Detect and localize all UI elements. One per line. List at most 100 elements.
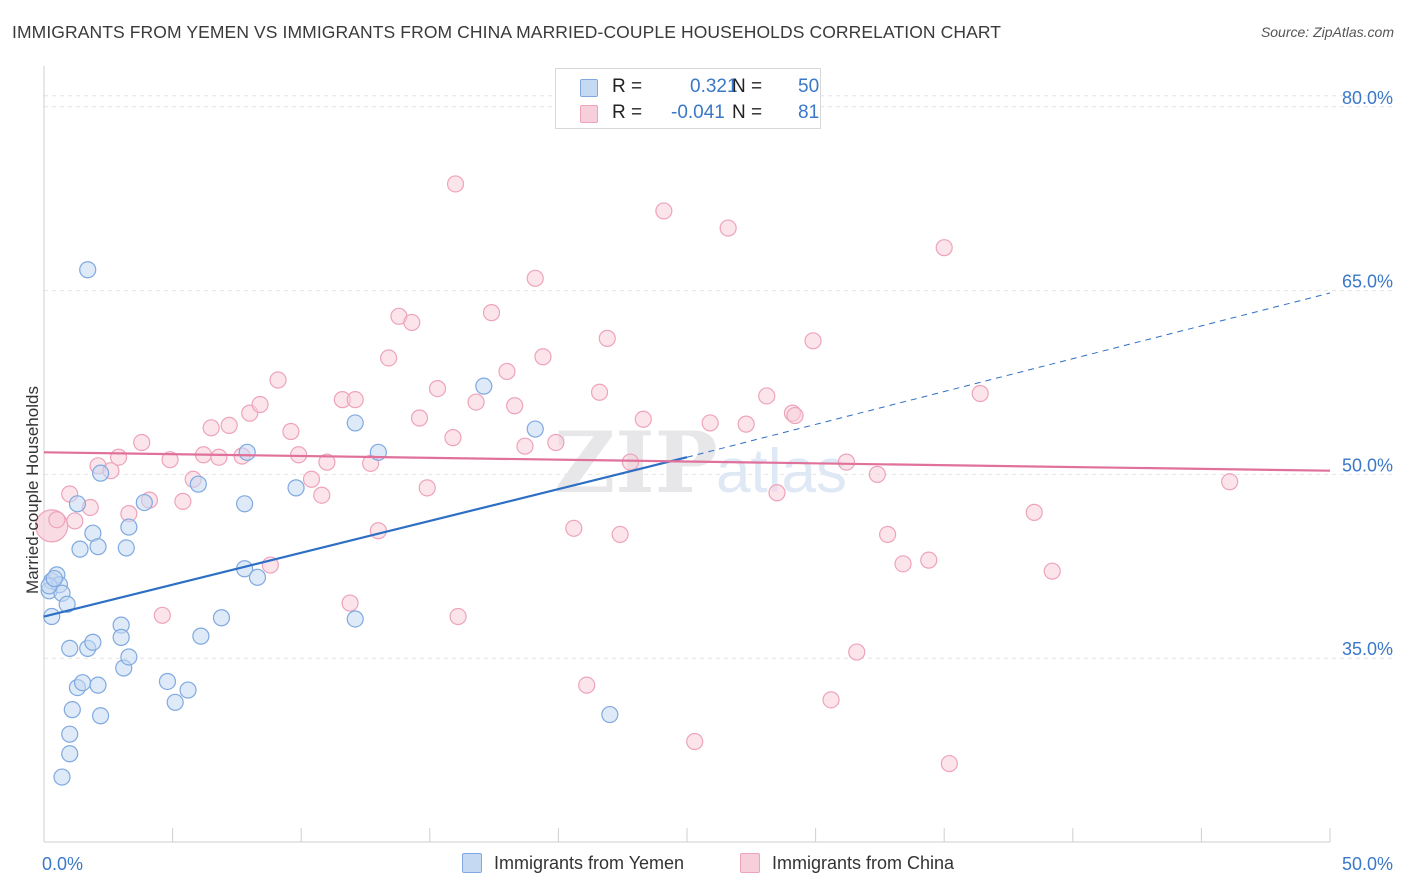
china-point — [686, 732, 704, 751]
china-point — [1025, 503, 1043, 521]
yemen-point — [238, 443, 256, 461]
china-point — [598, 329, 616, 347]
legend-swatch-china — [580, 105, 598, 123]
china-point — [282, 422, 300, 441]
x-tick-label-min: 0.0% — [42, 854, 83, 874]
bottom-legend-label-yemen: Immigrants from Yemen — [494, 853, 685, 873]
yemen-point — [475, 377, 493, 395]
china-point — [290, 446, 308, 464]
yemen-point — [179, 681, 197, 699]
china-point — [444, 429, 462, 447]
china-point — [251, 395, 269, 414]
legend-n-label: N = — [732, 76, 763, 97]
bottom-legend-swatch-yemen — [462, 853, 482, 873]
china-point — [822, 691, 840, 709]
series-china-points — [35, 175, 1239, 773]
china-point — [403, 313, 421, 332]
yemen-point — [526, 420, 544, 438]
yemen-point — [53, 768, 71, 786]
china-point — [634, 410, 652, 428]
y-tick-label: 50.0% — [1342, 455, 1393, 475]
trend-line-china — [43, 451, 1331, 472]
china-point — [565, 519, 583, 537]
yemen-point — [166, 693, 184, 711]
yemen-point — [120, 648, 138, 666]
yemen-point — [63, 701, 81, 719]
yemen-point — [236, 495, 254, 513]
yemen-point — [346, 414, 364, 432]
axes — [43, 66, 1331, 843]
tick-labels: 35.0% 50.0% 65.0% 80.0% 0.0% 50.0% — [42, 88, 1393, 874]
yemen-point — [91, 707, 110, 725]
yemen-point — [71, 540, 89, 558]
chart-title: IMMIGRANTS FROM YEMEN VS IMMIGRANTS FROM… — [12, 22, 1002, 42]
china-point — [768, 484, 786, 502]
china-point — [109, 448, 128, 466]
yemen-point — [58, 595, 76, 613]
yemen-point — [192, 627, 210, 645]
china-point — [498, 362, 516, 381]
china-point — [578, 676, 596, 694]
china-point — [380, 349, 398, 367]
china-point — [482, 304, 501, 322]
y-tick-label: 80.0% — [1342, 88, 1393, 108]
y-tick-label: 35.0% — [1342, 639, 1393, 659]
china-point — [701, 414, 719, 432]
china-point — [313, 486, 331, 504]
china-point — [516, 437, 534, 455]
china-point — [935, 239, 953, 257]
legend-r-value: -0.041 — [671, 102, 725, 123]
china-point — [449, 607, 467, 626]
trend-line-yemen — [43, 456, 688, 618]
yemen-point — [61, 725, 79, 743]
china-point — [369, 522, 387, 540]
china-point — [467, 393, 485, 411]
china-point — [220, 416, 238, 434]
china-point — [534, 348, 552, 366]
china-point — [341, 594, 359, 612]
legend-swatch-yemen — [580, 79, 598, 97]
china-point — [786, 406, 804, 425]
china-point — [804, 332, 822, 350]
china-point — [302, 470, 321, 488]
china-point — [1043, 562, 1061, 580]
china-point — [346, 391, 364, 409]
china-point — [418, 479, 436, 497]
trend-line-yemen-extension — [686, 292, 1331, 458]
yemen-point — [248, 568, 267, 586]
china-point — [920, 551, 938, 569]
bottom-legend-swatch-china — [740, 853, 760, 873]
legend-r-value: 0.321 — [690, 76, 738, 97]
yemen-point — [91, 464, 110, 482]
trend-lines — [43, 292, 1331, 618]
legend-n-value: 81 — [798, 102, 820, 123]
yemen-point — [89, 538, 107, 556]
china-point — [848, 643, 866, 661]
china-point — [611, 525, 629, 544]
china-point — [758, 387, 776, 405]
china-point — [655, 202, 673, 220]
china-point — [868, 465, 886, 483]
china-point — [269, 371, 287, 389]
y-tick-label: 65.0% — [1342, 272, 1393, 292]
yemen-point — [120, 518, 138, 536]
china-point — [590, 383, 609, 401]
china-point — [174, 492, 192, 510]
yemen-point — [189, 475, 207, 493]
y-axis-title: Married-couple Households — [23, 386, 42, 594]
yemen-point — [158, 672, 177, 691]
yemen-point — [68, 495, 87, 513]
x-tick-label-max: 50.0% — [1342, 854, 1393, 874]
correlation-legend: R = 0.321 N = 50 R = -0.041 N = 81 — [555, 68, 821, 129]
legend-r-label: R = — [612, 102, 643, 123]
china-point — [737, 415, 755, 433]
legend-r-label: R = — [612, 76, 643, 97]
yemen-point — [212, 609, 231, 627]
yemen-point — [346, 610, 364, 628]
china-point — [971, 384, 989, 403]
china-point — [719, 219, 737, 237]
china-point — [526, 269, 544, 287]
yemen-point — [61, 745, 79, 763]
series-yemen-points — [40, 261, 619, 786]
